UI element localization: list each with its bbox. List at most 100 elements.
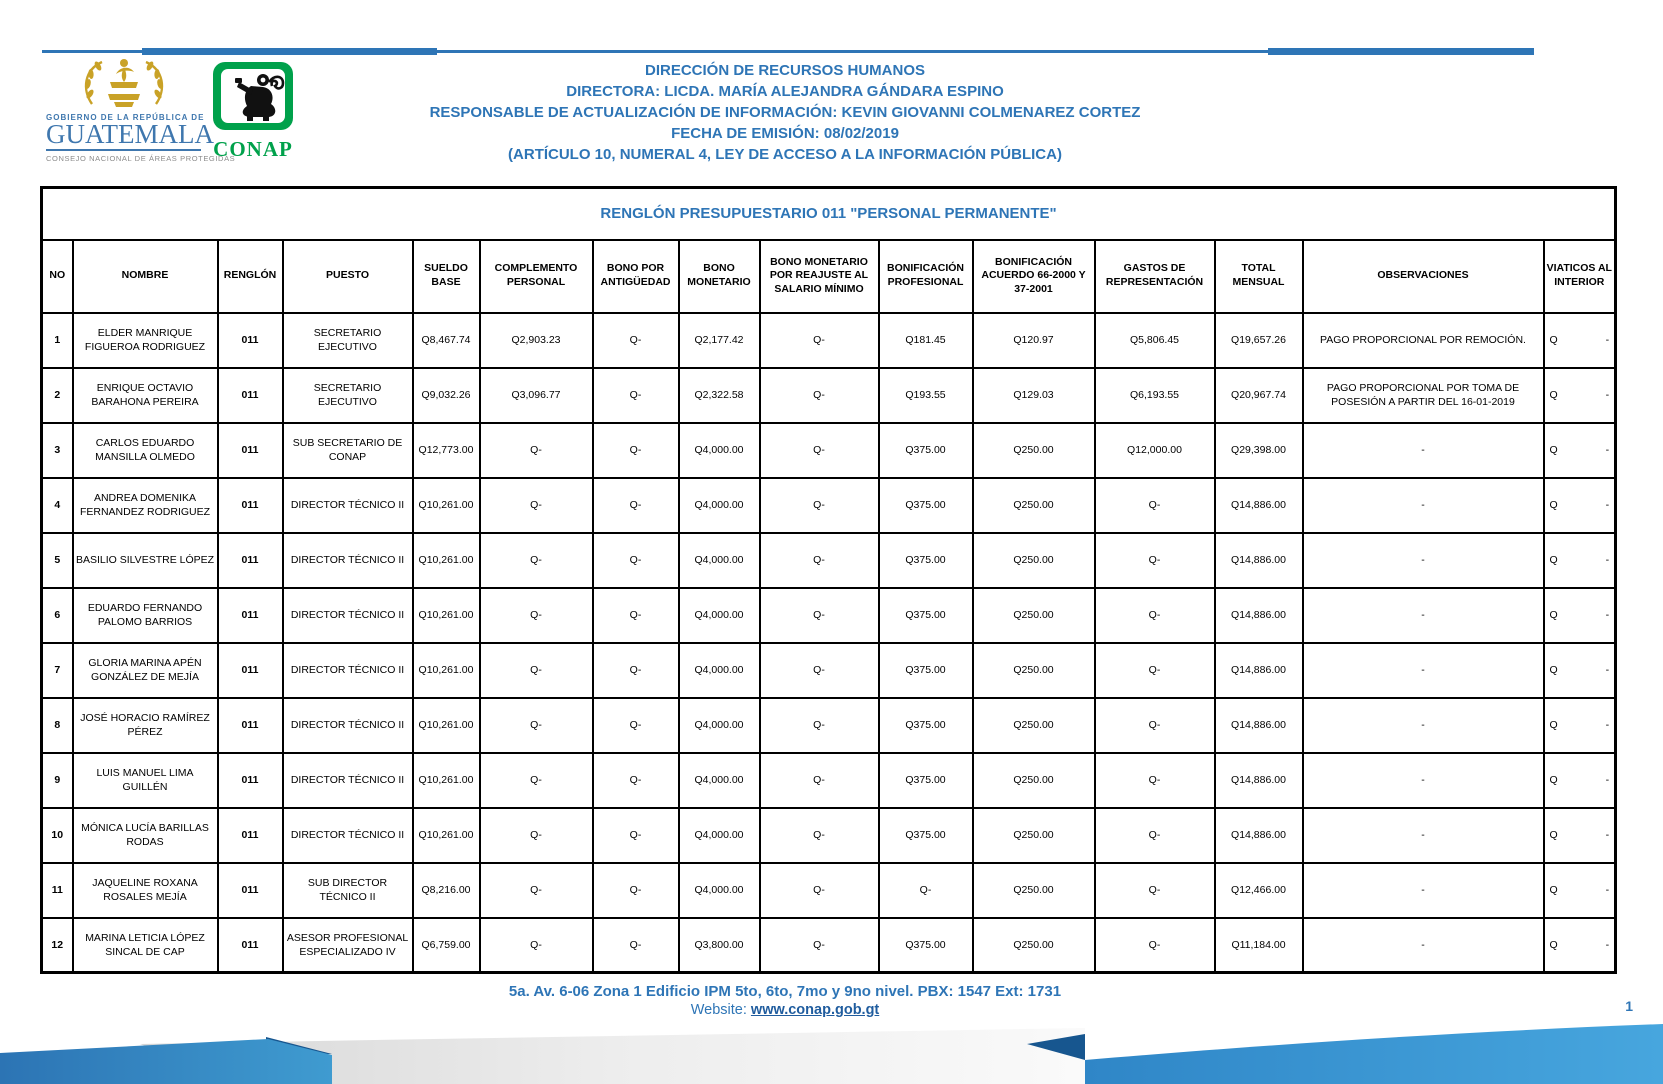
- cell-nombre: JOSÉ HORACIO RAMÍREZ PÉREZ: [71, 696, 219, 754]
- table-row: 6 EDUARDO FERNANDO PALOMO BARRIOS 011 DIREC…: [40, 586, 1617, 644]
- cell-complemento-personal: Q-: [478, 861, 594, 919]
- cell-observaciones: -: [1301, 641, 1545, 699]
- cell-bono-monetario: Q4,000.00: [677, 531, 761, 589]
- cell-bono-monetario: Q4,000.00: [677, 421, 761, 479]
- cell-nombre: MARINA LETICIA LÓPEZ SINCAL DE CAP: [71, 916, 219, 974]
- website-link[interactable]: www.conap.gob.gt: [750, 1002, 880, 1018]
- cell-bonificacion-profesional: Q375.00: [877, 586, 974, 644]
- cell-no: 1: [40, 311, 74, 369]
- cell-bonificacion-acuerdo: Q250.00: [971, 751, 1096, 809]
- cell-no: 8: [40, 696, 74, 754]
- cell-sueldo-base: Q10,261.00: [411, 696, 481, 754]
- cell-bonificacion-profesional: Q181.45: [877, 311, 974, 369]
- table-row: 12 MARINA LETICIA LÓPEZ SINCAL DE CAP 011 A…: [40, 916, 1617, 974]
- col-header-complemento: COMPLEMENTO PERSONAL: [478, 238, 594, 314]
- viaticos-value: -: [1605, 498, 1610, 511]
- cell-nombre: JAQUELINE ROXANA ROSALES MEJÍA: [71, 861, 219, 919]
- table-row: 2 ENRIQUE OCTAVIO BARAHONA PEREIRA 011 SECR…: [40, 366, 1617, 424]
- conap-wordmark: CONAP: [213, 137, 293, 161]
- header-line-law: (ARTÍCULO 10, NUMERAL 4, LEY DE ACCESO A…: [508, 146, 1062, 163]
- cell-bono-monetario: Q2,322.58: [677, 366, 761, 424]
- cell-puesto: SECRETARIO EJECUTIVO: [281, 366, 414, 424]
- viaticos-currency: Q: [1549, 773, 1558, 786]
- cell-viaticos: Q-: [1542, 696, 1617, 754]
- cell-sueldo-base: Q9,032.26: [411, 366, 481, 424]
- cell-total-mensual: Q14,886.00: [1213, 806, 1304, 864]
- cell-observaciones: -: [1301, 806, 1545, 864]
- col-header-total-mensual: TOTAL MENSUAL: [1213, 238, 1304, 314]
- cell-sueldo-base: Q10,261.00: [411, 641, 481, 699]
- cell-bono-monetario: Q4,000.00: [677, 861, 761, 919]
- cell-sueldo-base: Q12,773.00: [411, 421, 481, 479]
- viaticos-value: -: [1605, 333, 1610, 346]
- viaticos-value: -: [1605, 608, 1610, 621]
- cell-bono-antiguedad: Q-: [591, 861, 680, 919]
- cell-nombre: ENRIQUE OCTAVIO BARAHONA PEREIRA: [71, 366, 219, 424]
- cell-bono-reajuste: Q-: [758, 586, 880, 644]
- guatemala-underline: [46, 149, 201, 151]
- viaticos-currency: Q: [1549, 718, 1558, 731]
- guatemala-top-label: GOBIERNO DE LA REPÚBLICA DE: [46, 113, 205, 122]
- cell-bono-antiguedad: Q-: [591, 641, 680, 699]
- payroll-table: RENGLÓN PRESUPUESTARIO 011 "PERSONAL PER…: [40, 186, 1618, 974]
- cell-gastos-representacion: Q-: [1093, 751, 1216, 809]
- cell-bono-antiguedad: Q-: [591, 476, 680, 534]
- cell-viaticos: Q-: [1542, 641, 1617, 699]
- cell-bono-monetario: Q4,000.00: [677, 696, 761, 754]
- cell-bono-reajuste: Q-: [758, 311, 880, 369]
- cell-nombre: BASILIO SILVESTRE LÓPEZ: [71, 531, 219, 589]
- cell-total-mensual: Q14,886.00: [1213, 531, 1304, 589]
- viaticos-currency: Q: [1549, 608, 1558, 621]
- cell-renglon: 011: [216, 476, 284, 534]
- top-divider-segment-right: [1268, 48, 1534, 55]
- cell-bono-antiguedad: Q-: [591, 366, 680, 424]
- cell-nombre: GLORIA MARINA APÉN GONZÁLEZ DE MEJÍA: [71, 641, 219, 699]
- cell-total-mensual: Q19,657.26: [1213, 311, 1304, 369]
- cell-bono-antiguedad: Q-: [591, 696, 680, 754]
- cell-gastos-representacion: Q-: [1093, 806, 1216, 864]
- cell-renglon: 011: [216, 311, 284, 369]
- cell-bonificacion-profesional: Q375.00: [877, 916, 974, 974]
- cell-complemento-personal: Q2,903.23: [478, 311, 594, 369]
- cell-bonificacion-acuerdo: Q250.00: [971, 696, 1096, 754]
- cell-bonificacion-profesional: Q-: [877, 861, 974, 919]
- cell-bono-reajuste: Q-: [758, 916, 880, 974]
- cell-bonificacion-acuerdo: Q250.00: [971, 916, 1096, 974]
- table-row: 3 CARLOS EDUARDO MANSILLA OLMEDO 011 SUB SE…: [40, 421, 1617, 479]
- cell-renglon: 011: [216, 586, 284, 644]
- top-divider-line: [42, 50, 1534, 53]
- col-header-nombre: NOMBRE: [71, 238, 219, 314]
- viaticos-value: -: [1605, 553, 1610, 566]
- cell-observaciones: -: [1301, 696, 1545, 754]
- cell-viaticos: Q-: [1542, 806, 1617, 864]
- viaticos-value: -: [1605, 718, 1610, 731]
- cell-puesto: SUB DIRECTOR TÉCNICO II: [281, 861, 414, 919]
- cell-bono-antiguedad: Q-: [591, 421, 680, 479]
- cell-bono-monetario: Q3,800.00: [677, 916, 761, 974]
- col-header-bonificacion-profesional: BONIFICACIÓN PROFESIONAL: [877, 238, 974, 314]
- header-line-department: DIRECCIÓN DE RECURSOS HUMANOS: [644, 62, 926, 79]
- header-line-responsible: RESPONSABLE DE ACTUALIZACIÓN DE INFORMAC…: [429, 104, 1141, 121]
- cell-total-mensual: Q11,184.00: [1213, 916, 1304, 974]
- table-row: 11 JAQUELINE ROXANA ROSALES MEJÍA 011 SUB D…: [40, 861, 1617, 919]
- cell-total-mensual: Q20,967.74: [1213, 366, 1304, 424]
- cell-observaciones: -: [1301, 476, 1545, 534]
- cell-bono-reajuste: Q-: [758, 476, 880, 534]
- col-header-bono-reajuste: BONO MONETARIO POR REAJUSTE AL SALARIO M…: [758, 238, 880, 314]
- cell-renglon: 011: [216, 366, 284, 424]
- conap-logo: CONAP: [210, 60, 296, 162]
- cell-bonificacion-acuerdo: Q250.00: [971, 421, 1096, 479]
- cell-puesto: DIRECTOR TÉCNICO II: [281, 751, 414, 809]
- cell-puesto: DIRECTOR TÉCNICO II: [281, 476, 414, 534]
- cell-bonificacion-profesional: Q375.00: [877, 751, 974, 809]
- cell-bono-reajuste: Q-: [758, 751, 880, 809]
- cell-bono-antiguedad: Q-: [591, 311, 680, 369]
- footer-address: 5a. Av. 6-06 Zona 1 Edificio IPM 5to, 6t…: [508, 983, 1062, 1000]
- col-header-sueldo-base: SUELDO BASE: [411, 238, 481, 314]
- cell-bonificacion-profesional: Q375.00: [877, 421, 974, 479]
- col-header-bono-antiguedad: BONO POR ANTIGÜEDAD: [591, 238, 680, 314]
- cell-viaticos: Q-: [1542, 531, 1617, 589]
- cell-puesto: SUB SECRETARIO DE CONAP: [281, 421, 414, 479]
- cell-bono-antiguedad: Q-: [591, 586, 680, 644]
